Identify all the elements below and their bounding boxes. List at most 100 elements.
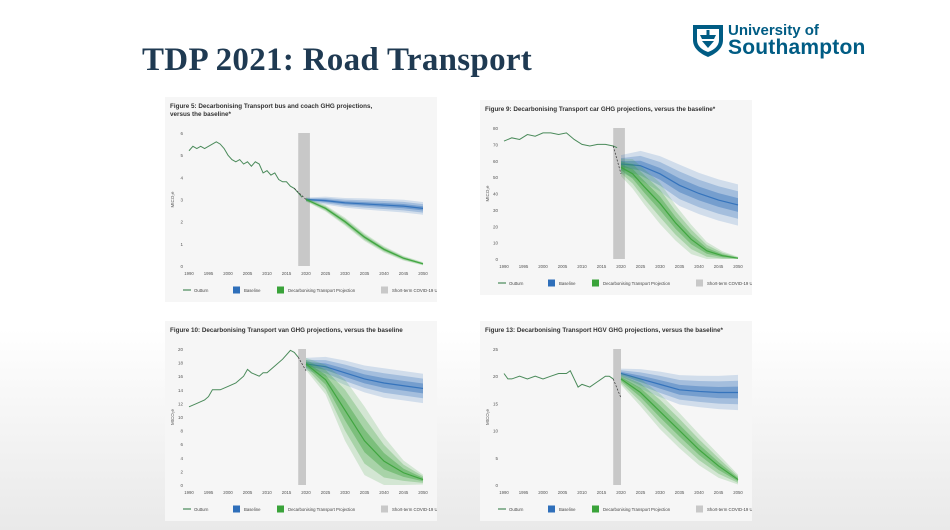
x-tick-label: 1995	[519, 490, 529, 495]
projection-fan	[621, 158, 738, 259]
x-tick-label: 2010	[577, 264, 587, 269]
legend-swatch	[277, 286, 284, 294]
logo-line2: Southampton	[728, 36, 866, 59]
x-tick-label: 1995	[519, 264, 529, 269]
outturn-line	[503, 132, 618, 149]
y-tick-label: 6	[180, 442, 183, 447]
x-tick-label: 2000	[223, 490, 233, 495]
covid-uncertainty-band	[298, 133, 310, 266]
chart-van: Figure 10: Decarbonising Transport van G…	[170, 327, 437, 513]
chart-title: Figure 5: Decarbonising Transport bus an…	[170, 103, 372, 110]
x-tick-label: 1990	[499, 490, 509, 495]
y-tick-label: 25	[493, 347, 499, 352]
projection-fan	[621, 373, 738, 485]
covid-uncertainty-band	[613, 349, 621, 485]
y-tick-label: 10	[493, 241, 499, 246]
chart-title: Figure 10: Decarbonising Transport van G…	[170, 327, 403, 334]
dashed-transition	[294, 188, 307, 200]
y-tick-label: 80	[493, 126, 499, 131]
projection-fan	[621, 161, 738, 259]
legend-swatch	[696, 279, 703, 287]
covid-uncertainty-band	[613, 128, 625, 259]
x-tick-label: 2040	[379, 271, 389, 276]
y-axis-label: MtCO₂e	[170, 191, 175, 207]
x-tick-label: 2015	[597, 490, 607, 495]
shield-icon	[693, 25, 723, 57]
dashed-transition	[297, 356, 307, 371]
legend-swatch	[592, 279, 599, 287]
chart-panel-van: Figure 10: Decarbonising Transport van G…	[165, 321, 437, 521]
y-tick-label: 0	[180, 483, 183, 488]
baseline-fan	[621, 155, 738, 219]
projection-fan	[621, 164, 738, 259]
y-tick-label: 15	[493, 401, 499, 406]
legend-swatch	[233, 286, 240, 294]
legend-swatch	[548, 279, 555, 287]
x-tick-label: 2045	[714, 490, 724, 495]
y-tick-label: 10	[493, 429, 499, 434]
y-tick-label: 14	[178, 388, 184, 393]
projection-line	[305, 363, 424, 481]
legend-label: Outturn	[194, 288, 209, 293]
x-tick-label: 2005	[558, 264, 568, 269]
legend-label: Decarbonising Transport Projection	[288, 507, 356, 512]
y-tick-label: 50	[493, 175, 499, 180]
legend-swatch	[592, 505, 599, 513]
x-tick-label: 2035	[675, 490, 685, 495]
y-tick-label: 5	[180, 153, 183, 158]
projection-fan	[621, 376, 738, 482]
baseline-fan	[621, 160, 738, 212]
y-axis-label: MtCO₂e	[170, 409, 175, 425]
x-tick-label: 2030	[655, 264, 665, 269]
legend-label: Short-term COVID-19 Uncertainty	[392, 507, 437, 512]
x-tick-label: 2045	[399, 490, 409, 495]
chart-panel-hgv: Figure 13: Decarbonising Transport HGV G…	[480, 321, 752, 521]
x-tick-label: 2000	[538, 490, 548, 495]
x-tick-label: 2050	[418, 271, 428, 276]
chart-car: Figure 9: Decarbonising Transport car GH…	[485, 106, 752, 287]
x-tick-label: 2015	[282, 490, 292, 495]
x-tick-label: 1990	[499, 264, 509, 269]
x-tick-label: 2020	[301, 490, 311, 495]
y-axis-label: MtCO₂e	[485, 409, 490, 425]
x-tick-label: 2020	[616, 490, 626, 495]
y-tick-label: 2	[180, 469, 183, 474]
chart-hgv: Figure 13: Decarbonising Transport HGV G…	[485, 327, 752, 513]
x-tick-label: 2015	[597, 264, 607, 269]
x-tick-label: 2020	[616, 264, 626, 269]
y-tick-label: 0	[495, 257, 498, 262]
x-tick-label: 2045	[399, 271, 409, 276]
chart-title: Figure 9: Decarbonising Transport car GH…	[485, 106, 716, 113]
x-tick-label: 2025	[636, 264, 646, 269]
slide-title: TDP 2021: Road Transport	[142, 42, 533, 78]
x-tick-label: 2040	[694, 264, 704, 269]
projection-fan	[306, 359, 423, 483]
y-axis-label: MtCO₂e	[485, 185, 490, 201]
x-tick-label: 2000	[223, 271, 233, 276]
x-tick-label: 2035	[675, 264, 685, 269]
outturn-line	[503, 370, 614, 388]
y-tick-label: 20	[493, 374, 499, 379]
legend-label: Baseline	[559, 281, 576, 286]
x-tick-label: 2040	[694, 490, 704, 495]
university-logo: University of Southampton	[690, 20, 905, 62]
baseline-fan	[306, 356, 423, 404]
x-tick-label: 2010	[262, 490, 272, 495]
baseline-line	[305, 198, 424, 209]
legend-label: Short-term COVID-19 Uncertainty	[707, 281, 752, 286]
chart-panel-bus-coach: Figure 5: Decarbonising Transport bus an…	[165, 97, 437, 302]
baseline-line	[305, 363, 424, 390]
x-tick-label: 1995	[204, 271, 214, 276]
legend-swatch	[696, 505, 703, 513]
projection-fan	[306, 361, 423, 482]
x-tick-label: 2030	[340, 490, 350, 495]
legend-swatch	[548, 505, 555, 513]
projection-line	[620, 378, 739, 481]
projection-line	[305, 198, 424, 265]
x-tick-label: 1990	[184, 490, 194, 495]
x-tick-label: 2030	[340, 271, 350, 276]
y-tick-label: 0	[180, 264, 183, 269]
y-tick-label: 60	[493, 159, 499, 164]
projection-fan	[306, 357, 423, 485]
chart-bus-coach: Figure 5: Decarbonising Transport bus an…	[170, 103, 437, 294]
